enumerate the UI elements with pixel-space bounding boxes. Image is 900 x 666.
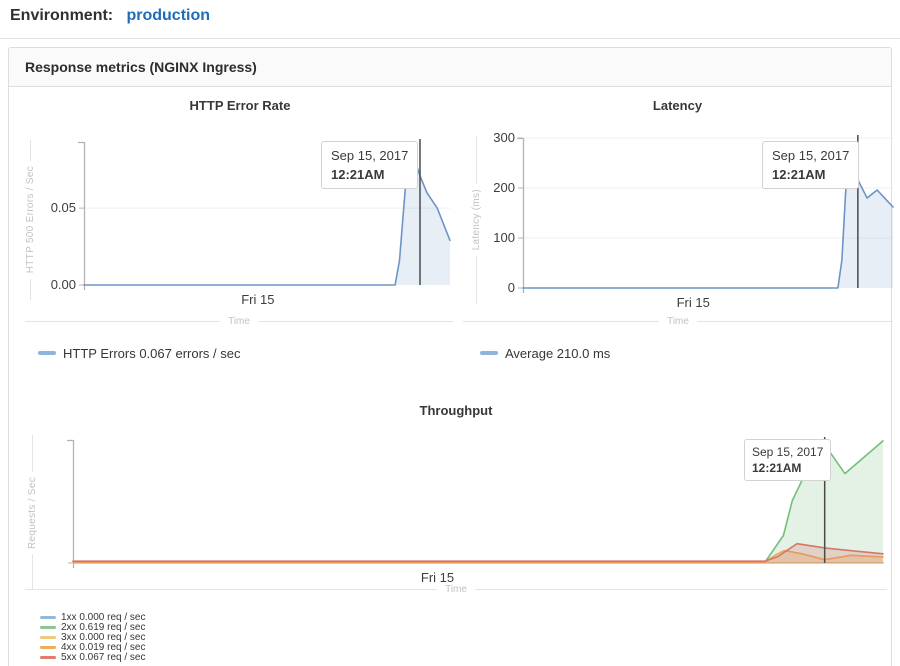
legend-swatch — [40, 645, 56, 649]
x-axis-tick: Fri 15 — [676, 295, 710, 310]
chart-tooltip: Sep 15, 2017 12:21AM — [321, 141, 419, 189]
legend-item: HTTP Errors 0.067 errors / sec — [38, 344, 240, 362]
axis-label-line — [31, 435, 33, 472]
y-axis-tick: 0.05 — [50, 200, 76, 216]
legend-item: 4xx 0.019 req / sec — [40, 642, 146, 653]
environment-bar: Environment: production — [10, 7, 210, 25]
x-axis-tick: Fri 15 — [420, 570, 455, 585]
legend-swatch — [480, 351, 498, 355]
axis-label-line — [696, 321, 894, 322]
http-error-rate-chart: HTTP Error Rate HTTP 500 Errors / Sec Fr… — [20, 95, 460, 373]
axis-label-line — [475, 136, 477, 185]
environment-label: Environment: — [10, 7, 114, 24]
tooltip-date: Sep 15, 2017 — [772, 148, 850, 163]
tooltip-date: Sep 15, 2017 — [752, 445, 824, 459]
x-axis-tick: Fri 15 — [241, 292, 275, 307]
axis-label-line — [25, 321, 221, 322]
axis-label-line — [31, 553, 33, 591]
legend-swatch — [40, 615, 56, 619]
latency-chart: Latency Latency (ms) Fri 15 Time Sep 15,… — [460, 95, 895, 373]
legend-swatch — [40, 635, 56, 639]
axis-label-line — [474, 589, 888, 590]
tooltip-date: Sep 15, 2017 — [331, 148, 409, 163]
panel-title: Response metrics (NGINX Ingress) — [9, 48, 891, 87]
axis-label-line — [475, 255, 477, 304]
y-axis-tick: 300 — [493, 130, 515, 145]
y-axis-label: HTTP 500 Errors / Sec — [22, 140, 38, 301]
axis-label-line — [257, 321, 454, 322]
legend-item: 5xx 0.067 req / sec — [40, 652, 146, 663]
y-axis-tick: 200 — [493, 180, 515, 195]
plot-area[interactable] — [67, 437, 884, 568]
y-axis-tick: 0.00 — [50, 277, 76, 292]
legend-item: 2xx 0.619 req / sec — [40, 622, 146, 633]
axis-label-line — [29, 140, 31, 162]
legend-swatch — [40, 655, 56, 659]
axis-label-line — [29, 278, 31, 301]
axis-label-line — [25, 589, 438, 590]
legend-item: 3xx 0.000 req / sec — [40, 632, 146, 643]
x-axis-label: Time — [463, 316, 894, 327]
legend-swatch — [38, 351, 56, 355]
chart-legend: HTTP Errors 0.067 errors / sec — [38, 344, 240, 362]
x-axis-label: Time — [25, 316, 454, 327]
y-axis-label: Latency (ms) — [468, 136, 484, 304]
chart-tooltip: Sep 15, 2017 12:21AM — [744, 439, 832, 481]
environment-link[interactable]: production — [126, 7, 211, 24]
tooltip-time: 12:21AM — [331, 167, 385, 182]
legend-item: Average 210.0 ms — [480, 344, 610, 362]
tooltip-time: 12:21AM — [772, 167, 826, 182]
y-axis-label: Requests / Sec — [24, 435, 40, 591]
chart-legend: Average 210.0 ms — [480, 344, 610, 362]
x-axis-label: Time — [25, 584, 888, 595]
chart-legend: 1xx 0.000 req / sec 2xx 0.619 req / sec … — [40, 612, 146, 663]
y-axis-tick: 0 — [507, 280, 515, 295]
divider — [0, 38, 900, 39]
chart-tooltip: Sep 15, 2017 12:21AM — [762, 141, 860, 189]
legend-item: 1xx 0.000 req / sec — [40, 612, 146, 623]
y-axis-tick: 100 — [493, 230, 515, 245]
axis-label-line — [463, 321, 660, 322]
throughput-chart: Throughput Requests / Sec Fri 15 Time Se… — [20, 395, 892, 666]
chart-title: Throughput — [419, 403, 493, 418]
legend-swatch — [40, 625, 56, 629]
chart-title: Latency — [652, 98, 703, 113]
tooltip-time: 12:21AM — [752, 461, 802, 475]
chart-title: HTTP Error Rate — [189, 98, 291, 113]
